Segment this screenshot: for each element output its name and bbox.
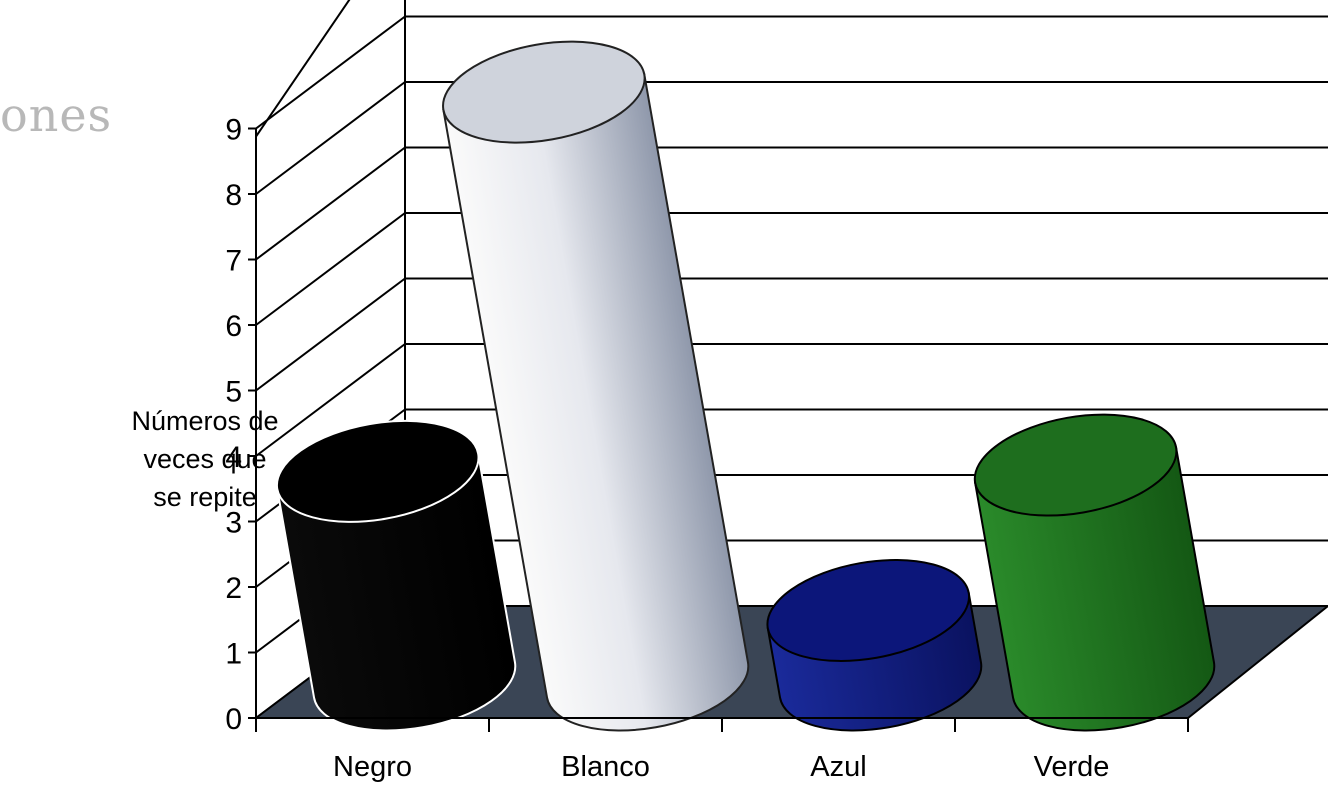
y-tick-label: 1 xyxy=(225,638,242,671)
bar-body xyxy=(973,446,1216,732)
y-axis-label-line-2: veces que xyxy=(143,444,267,474)
y-tick-label: 6 xyxy=(225,310,242,343)
x-tick-label: Verde xyxy=(1034,751,1110,783)
y-tick-label: 9 xyxy=(225,114,242,147)
x-tick-label: Azul xyxy=(810,751,866,783)
bar-body xyxy=(442,73,750,732)
bar-negro xyxy=(275,419,517,732)
y-tick-label: 2 xyxy=(225,572,242,605)
bar-body xyxy=(276,452,517,732)
side-gridline xyxy=(255,212,406,326)
side-gridline xyxy=(255,81,406,195)
side-wall-top xyxy=(255,0,351,138)
y-tick-label: 0 xyxy=(225,703,242,736)
y-axis-label-line-1: Números de xyxy=(131,406,279,436)
y-tick-label: 4 xyxy=(225,441,242,474)
bar-top xyxy=(275,419,480,523)
side-gridline xyxy=(255,146,406,261)
chart-bars xyxy=(275,40,1216,732)
y-tick-label: 8 xyxy=(225,179,242,212)
bar-top xyxy=(973,413,1178,517)
bar-verde xyxy=(973,413,1216,732)
side-gridline xyxy=(255,343,406,457)
bar-blanco xyxy=(442,40,750,732)
side-gridline xyxy=(255,277,406,392)
bar-top xyxy=(766,558,971,662)
cropped-heading-fragment: ones xyxy=(0,88,113,142)
chart-walls xyxy=(255,0,1328,719)
side-gridline xyxy=(255,15,406,130)
y-tick-label: 3 xyxy=(225,507,242,540)
bar-top xyxy=(442,40,646,144)
chart-axes: 0 1 2 3 4 5 6 7 8 9 Negro Blanco Azul Verde xyxy=(225,114,1189,783)
x-tick-label: Negro xyxy=(333,751,412,783)
y-tick-label: 5 xyxy=(225,376,242,409)
y-axis-label-line-3: se repite xyxy=(153,482,257,512)
y-axis-label: Números de veces que se repite xyxy=(130,402,280,516)
y-tick-label: 7 xyxy=(225,245,242,278)
x-tick-label: Blanco xyxy=(561,751,650,783)
bar-azul xyxy=(766,558,983,732)
